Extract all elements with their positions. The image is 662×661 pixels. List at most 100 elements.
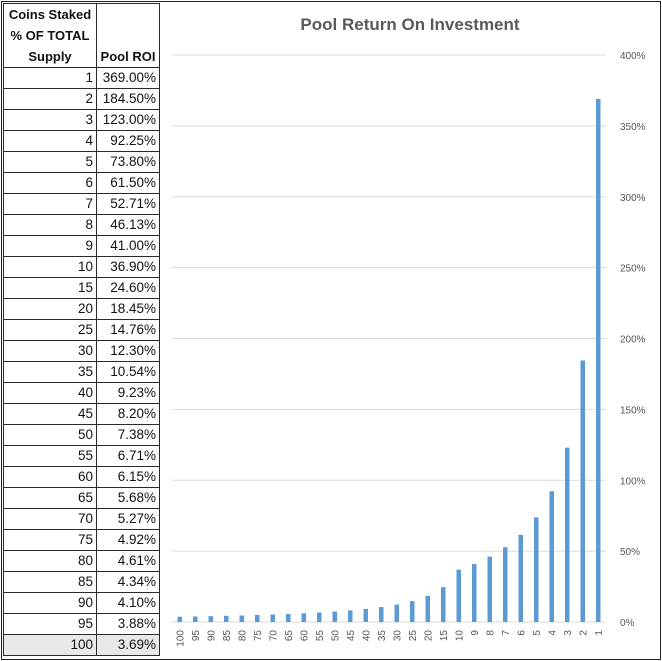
y-tick-label: 150% bbox=[620, 405, 646, 416]
table-row: 9 41.00% bbox=[3, 235, 160, 257]
coins-staked-cell: 100 bbox=[3, 634, 97, 656]
pool-roi-cell: 5.68% bbox=[96, 487, 160, 509]
pool-roi-cell: 52.71% bbox=[96, 193, 160, 215]
x-tick-label: 45 bbox=[346, 630, 357, 642]
bar bbox=[441, 587, 446, 622]
x-tick-label: 70 bbox=[268, 630, 279, 642]
bar bbox=[379, 607, 384, 622]
bar bbox=[270, 614, 275, 622]
bar bbox=[286, 613, 291, 622]
pool-roi-cell: 41.00% bbox=[96, 235, 160, 257]
pool-roi-cell: 4.92% bbox=[96, 529, 160, 551]
x-tick-label: 65 bbox=[284, 630, 295, 642]
coins-staked-cell: 10 bbox=[3, 256, 97, 278]
x-tick-label: 30 bbox=[392, 630, 403, 642]
bar bbox=[518, 534, 523, 622]
x-tick-label: 3 bbox=[563, 630, 574, 636]
pool-roi-cell: 7.38% bbox=[96, 424, 160, 446]
x-tick-label: 9 bbox=[470, 630, 481, 636]
table-row: 2 184.50% bbox=[3, 88, 160, 110]
pool-roi-cell: 73.80% bbox=[96, 151, 160, 173]
y-tick-label: 0% bbox=[620, 618, 635, 629]
table-row: 10 36.90% bbox=[3, 256, 160, 278]
table-row: 30 12.30% bbox=[3, 340, 160, 362]
x-tick-label: 7 bbox=[501, 630, 512, 636]
x-tick-label: 20 bbox=[423, 630, 434, 642]
bar bbox=[534, 517, 539, 622]
table-row: 50 7.38% bbox=[3, 424, 160, 446]
y-tick-label: 50% bbox=[620, 547, 640, 558]
x-tick-label: 8 bbox=[485, 630, 496, 636]
bar bbox=[456, 569, 461, 622]
bar bbox=[224, 615, 229, 622]
bar bbox=[363, 608, 368, 622]
x-tick-label: 95 bbox=[191, 630, 202, 642]
pool-roi-cell: 14.76% bbox=[96, 319, 160, 341]
x-tick-label: 25 bbox=[408, 630, 419, 642]
x-tick-label: 1 bbox=[594, 630, 605, 636]
table-row: 75 4.92% bbox=[3, 529, 160, 551]
bar bbox=[332, 611, 337, 622]
table-row: 7 52.71% bbox=[3, 193, 160, 215]
table-row: 25 14.76% bbox=[3, 319, 160, 341]
header-line-3: Supply bbox=[28, 49, 72, 64]
chart-title: Pool Return On Investment bbox=[300, 15, 520, 34]
pool-roi-cell: 369.00% bbox=[96, 67, 160, 89]
x-tick-label: 10 bbox=[454, 630, 465, 642]
coins-staked-cell: 15 bbox=[3, 277, 97, 299]
bar bbox=[487, 556, 492, 622]
bar bbox=[425, 595, 430, 622]
table-row: 90 4.10% bbox=[3, 592, 160, 614]
table-row: 8 46.13% bbox=[3, 214, 160, 236]
bar bbox=[208, 616, 213, 622]
x-tick-label: 2 bbox=[578, 630, 589, 636]
header-line-2: % OF TOTAL bbox=[10, 28, 90, 43]
pool-roi-cell: 10.54% bbox=[96, 361, 160, 383]
table-row: 5 73.80% bbox=[3, 151, 160, 173]
bar bbox=[193, 616, 198, 622]
coins-staked-cell: 45 bbox=[3, 403, 97, 425]
pool-roi-cell: 3.69% bbox=[96, 634, 160, 656]
table-row: 20 18.45% bbox=[3, 298, 160, 320]
x-tick-label: 4 bbox=[547, 630, 558, 636]
bar bbox=[255, 615, 260, 622]
y-tick-label: 200% bbox=[620, 335, 646, 346]
table-row: 35 10.54% bbox=[3, 361, 160, 383]
bar bbox=[348, 610, 353, 622]
bar bbox=[580, 360, 585, 622]
bar bbox=[317, 612, 322, 622]
pool-roi-cell: 123.00% bbox=[96, 109, 160, 131]
pool-roi-cell: 4.10% bbox=[96, 592, 160, 614]
table-row: 1 369.00% bbox=[3, 67, 160, 89]
y-tick-label: 100% bbox=[620, 476, 646, 487]
x-tick-label: 100 bbox=[175, 630, 186, 647]
bar bbox=[549, 491, 554, 622]
bar bbox=[177, 616, 182, 622]
x-tick-label: 15 bbox=[439, 630, 450, 642]
x-tick-label: 60 bbox=[299, 630, 310, 642]
bar bbox=[239, 615, 244, 622]
pool-roi-cell: 6.71% bbox=[96, 445, 160, 467]
y-tick-label: 350% bbox=[620, 122, 646, 133]
pool-roi-cell: 46.13% bbox=[96, 214, 160, 236]
pool-roi-cell: 4.34% bbox=[96, 571, 160, 593]
x-tick-label: 85 bbox=[222, 630, 233, 642]
bar bbox=[503, 547, 508, 622]
table-row: 4 92.25% bbox=[3, 130, 160, 152]
bar bbox=[410, 601, 415, 622]
y-tick-label: 400% bbox=[620, 51, 646, 62]
bar bbox=[394, 604, 399, 622]
roi-table: Coins Staked % OF TOTAL Supply Pool ROI … bbox=[3, 3, 160, 656]
table-body: 1 369.00% 2 184.50% 3 123.00% 4 92.25% 5 73.80% 6 6… bbox=[3, 67, 160, 656]
y-tick-label: 250% bbox=[620, 264, 646, 275]
table-row: 45 8.20% bbox=[3, 403, 160, 425]
x-tick-label: 80 bbox=[237, 630, 248, 642]
table-row: 80 4.61% bbox=[3, 550, 160, 572]
x-tick-label: 75 bbox=[253, 630, 264, 642]
x-tick-label: 55 bbox=[315, 630, 326, 642]
table-row: 55 6.71% bbox=[3, 445, 160, 467]
header-pool-roi: Pool ROI bbox=[96, 3, 160, 68]
pool-roi-cell: 184.50% bbox=[96, 88, 160, 110]
bar bbox=[565, 447, 570, 622]
